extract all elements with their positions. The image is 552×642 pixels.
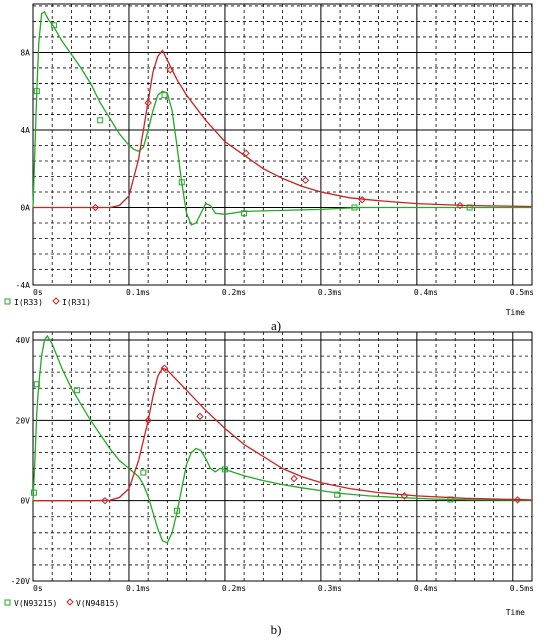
- data-point: [144, 99, 152, 107]
- data-point: [178, 179, 185, 186]
- y-tick-label: 0A: [20, 203, 30, 212]
- figure-caption: b): [271, 622, 282, 637]
- y-tick-label: 4A: [20, 126, 30, 135]
- x-tick-label: 0.5ms: [510, 288, 534, 297]
- legend-label: V(N94815): [76, 599, 119, 608]
- series-i-r31: [33, 49, 533, 212]
- x-tick-label: 0.3ms: [318, 584, 342, 593]
- y-tick-label: 8A: [20, 48, 30, 57]
- data-point: [242, 149, 250, 157]
- x-tick-label: 0.4ms: [414, 584, 438, 593]
- series-line: [33, 367, 533, 502]
- y-tick-label: -4A: [16, 281, 31, 290]
- series-i-r33: [32, 10, 532, 226]
- data-point: [51, 22, 58, 29]
- x-tick-label: 0.1ms: [126, 584, 150, 593]
- data-point: [351, 204, 358, 211]
- legend-marker: [66, 598, 74, 606]
- legend-label: V(N93215): [14, 599, 57, 608]
- legend-marker: [52, 297, 60, 305]
- legend-marker: [4, 298, 11, 305]
- x-tick-label: 0.5ms: [510, 584, 534, 593]
- legend-marker: [4, 599, 11, 606]
- x-axis-label: Time: [506, 308, 525, 317]
- data-point: [334, 491, 341, 498]
- data-point: [301, 176, 310, 185]
- data-point: [161, 92, 168, 99]
- data-point: [173, 507, 180, 514]
- chart-panel-b: 0s 0.1ms 0.2ms 0.3ms 0.4ms 0.5ms -20V 0V 20V 40V V…: [4, 331, 534, 637]
- series-v-n93215: [30, 334, 533, 544]
- legend-label: I(R31): [62, 298, 91, 307]
- data-point: [91, 203, 100, 212]
- data-point: [30, 489, 37, 496]
- data-point: [221, 466, 228, 473]
- data-point: [196, 412, 204, 421]
- x-tick-label: 0.1ms: [126, 288, 150, 297]
- x-tick-label: 0.3ms: [318, 288, 342, 297]
- figure-caption: a): [271, 318, 281, 333]
- data-point: [513, 496, 522, 504]
- data-point: [166, 66, 174, 74]
- x-tick-label: 0.2ms: [222, 584, 246, 593]
- x-axis-label: Time: [506, 608, 525, 617]
- x-tick-label: 0.4ms: [414, 288, 438, 297]
- y-tick-label: 20V: [16, 416, 31, 425]
- series-line: [32, 334, 533, 544]
- data-point: [358, 196, 366, 204]
- x-tick-label: 0s: [33, 288, 43, 297]
- data-point: [456, 201, 464, 210]
- data-point: [97, 117, 104, 124]
- data-point: [74, 387, 81, 394]
- data-point: [290, 474, 298, 483]
- y-tick-label: 0V: [20, 497, 30, 506]
- series-v-n94815: [33, 364, 533, 505]
- data-point: [144, 416, 152, 425]
- x-tick-label: 0s: [33, 584, 43, 593]
- y-tick-label: -20V: [11, 577, 30, 586]
- data-point: [33, 381, 40, 388]
- chart-panel-a: 0s 0.1ms 0.2ms 0.3ms 0.4ms 0.5ms -4A 0A 4A 8A I(R3…: [4, 3, 534, 333]
- series-line: [33, 49, 533, 209]
- data-point: [33, 88, 40, 95]
- y-tick-label: 40V: [16, 336, 31, 345]
- data-point: [160, 364, 169, 372]
- x-tick-label: 0.2ms: [222, 288, 246, 297]
- data-point: [241, 210, 248, 217]
- legend-label: I(R33): [14, 298, 43, 307]
- data-point: [140, 469, 147, 476]
- data-point: [400, 492, 409, 500]
- data-point: [101, 496, 109, 505]
- series-line: [32, 10, 532, 226]
